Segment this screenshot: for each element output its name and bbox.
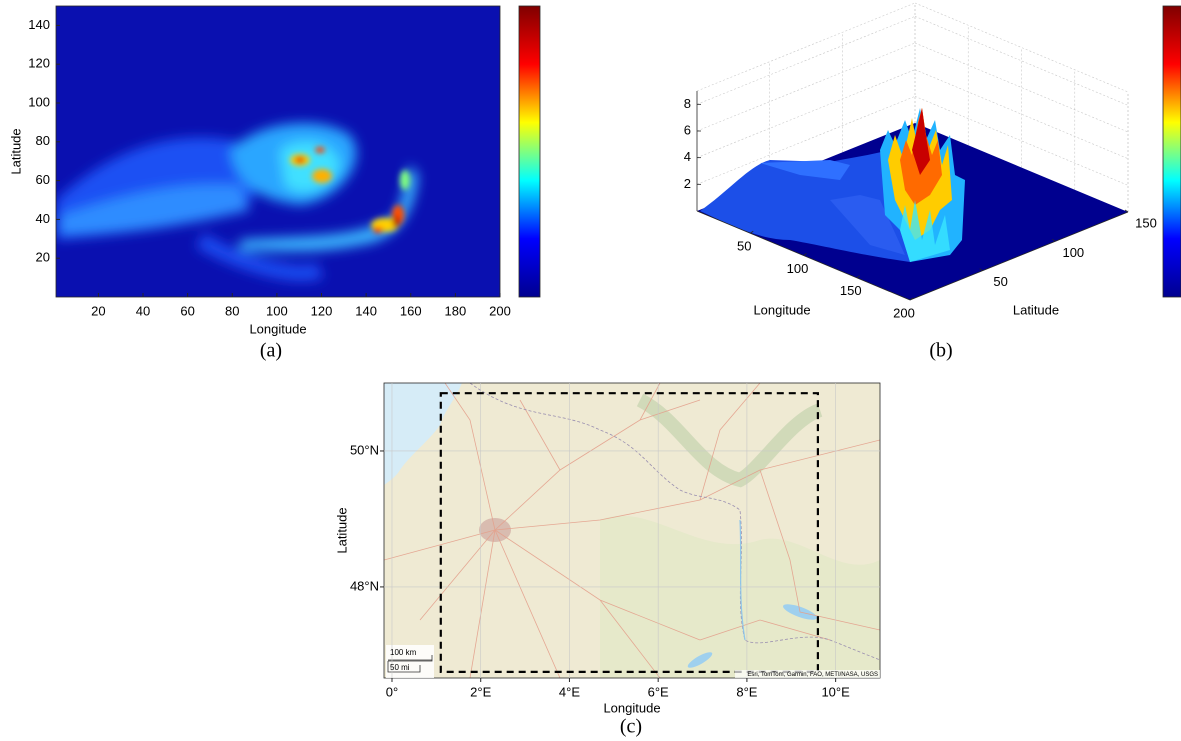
x-tick-label: 50 <box>737 239 751 254</box>
wall-edge <box>696 2 916 92</box>
y-tick <box>1124 209 1129 213</box>
y-tick-label: 100 <box>28 94 50 109</box>
grid-line <box>914 16 1129 106</box>
scale-bar <box>386 645 434 678</box>
y-axis-label: Latitude <box>1013 302 1059 317</box>
wall-edge <box>914 2 1129 93</box>
z-tick-label: 8 <box>684 96 691 111</box>
x-tick <box>909 297 914 301</box>
x-tick-label: 2°E <box>470 684 491 699</box>
x-tick-label: 20 <box>91 303 105 318</box>
grid-line <box>696 42 916 132</box>
y-tick-label: 40 <box>36 211 50 226</box>
x-tick-label: 8°E <box>736 684 757 699</box>
attribution: Esri, TomTom, Garmin, FAO, METI/NASA, US… <box>747 672 878 678</box>
y-tick-label: 50 <box>993 274 1007 289</box>
x-tick-label: 6°E <box>648 684 669 699</box>
y-tick <box>1052 239 1056 242</box>
x-tick-label: 10°E <box>821 684 850 699</box>
x-tick <box>803 253 807 256</box>
x-tick-label: 60 <box>180 303 194 318</box>
surface-walls <box>696 2 1129 212</box>
x-tick-label: 4°E <box>559 684 580 699</box>
caption: (a) <box>260 340 282 362</box>
x-tick-label: 150 <box>840 283 862 298</box>
y-axis-label: Latitude <box>8 128 23 174</box>
y-tick-label: 60 <box>36 172 50 187</box>
x-axis-label: Longitude <box>249 321 306 336</box>
grid-line <box>914 96 1129 186</box>
y-tick-label: 80 <box>36 133 50 148</box>
heatmap-image <box>56 6 500 297</box>
grid-line <box>696 16 916 105</box>
x-tick-label: 80 <box>225 303 239 318</box>
grid-line <box>696 96 916 185</box>
x-axis-label: Longitude <box>753 302 810 317</box>
colorbar <box>518 5 541 298</box>
x-tick-label: 100 <box>787 261 809 276</box>
y-tick-label: 150 <box>1135 215 1157 230</box>
y-tick-label: 20 <box>36 250 50 265</box>
x-tick-label: 160 <box>400 303 422 318</box>
basemap <box>384 383 880 678</box>
y-axis <box>909 211 1129 301</box>
study-region <box>439 392 819 673</box>
attribution-bg <box>735 670 880 678</box>
x-tick-label: 0° <box>386 684 398 699</box>
z-tick-label: 6 <box>684 122 691 137</box>
axes-box <box>55 5 501 298</box>
z-tick-label: 2 <box>684 176 691 191</box>
axes-box <box>383 382 881 679</box>
y-axis-label: Latitude <box>334 507 349 553</box>
x-tick-label: 140 <box>355 303 377 318</box>
x-tick-label: 180 <box>445 303 467 318</box>
y-tick-label: 48°N <box>350 578 379 593</box>
x-axis-label: Longitude <box>603 700 660 715</box>
grid-line <box>914 69 1129 159</box>
y-tick-label: 50°N <box>350 442 379 457</box>
x-tick-label: 200 <box>489 303 511 318</box>
x-tick-label: 40 <box>136 303 150 318</box>
grid-line <box>696 69 916 158</box>
z-tick-label: 4 <box>684 149 691 164</box>
colorbar <box>1162 5 1181 298</box>
y-tick-label: 140 <box>28 17 50 32</box>
y-tick <box>979 268 983 271</box>
y-tick-label: 100 <box>1062 245 1084 260</box>
x-tick <box>750 230 754 234</box>
y-tick-label: 120 <box>28 56 50 71</box>
surface-image <box>697 108 1128 300</box>
scale-label: 50 mi <box>390 663 410 672</box>
x-tick-label: 200 <box>893 305 915 320</box>
scale-label: 100 km <box>390 648 417 657</box>
x-tick-label: 120 <box>311 303 333 318</box>
caption: (c) <box>620 716 642 738</box>
x-tick-label: 100 <box>266 303 288 318</box>
caption: (b) <box>929 340 952 362</box>
grid-line <box>914 42 1129 133</box>
x-tick <box>856 275 860 279</box>
